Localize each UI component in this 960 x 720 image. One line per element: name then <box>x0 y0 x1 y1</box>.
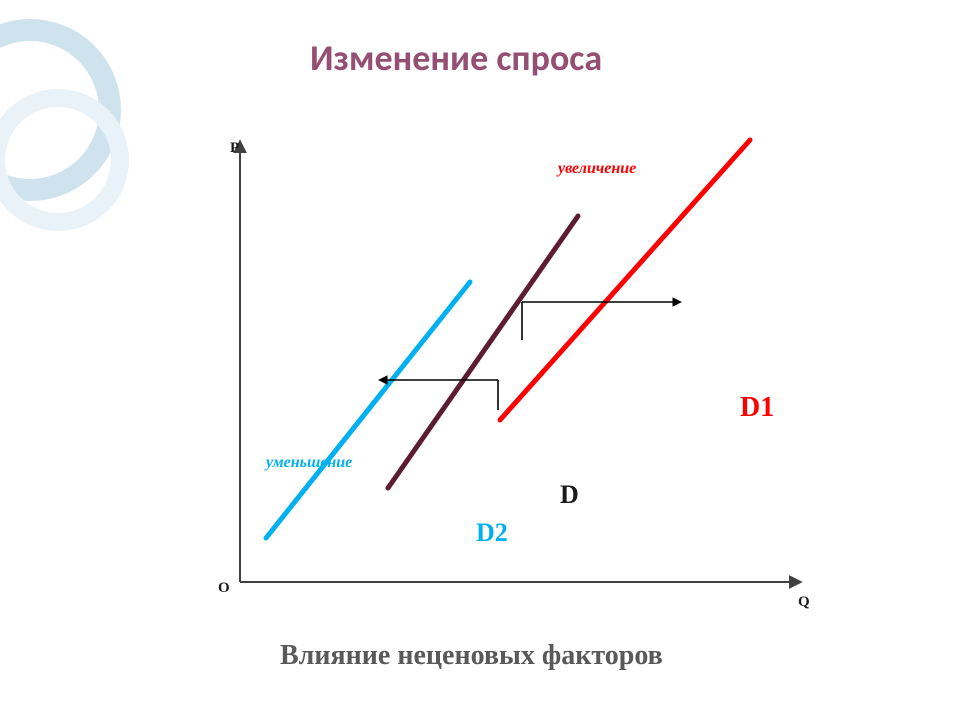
slide-canvas: Изменение спроса P Q O D2 D D1 увеличени… <box>0 0 960 720</box>
label-increase: увеличение <box>558 160 636 178</box>
line-label-d1: D1 <box>740 392 774 424</box>
axis-label-origin: O <box>218 580 230 597</box>
axis-label-q: Q <box>798 594 810 611</box>
axis-label-p: P <box>230 140 239 157</box>
line-label-d2: D2 <box>476 518 508 548</box>
demand-chart <box>0 0 960 720</box>
label-decrease: уменьшение <box>266 454 352 472</box>
line-label-d: D <box>560 480 579 510</box>
slide-subtitle: Влияние неценовых факторов <box>280 640 663 672</box>
